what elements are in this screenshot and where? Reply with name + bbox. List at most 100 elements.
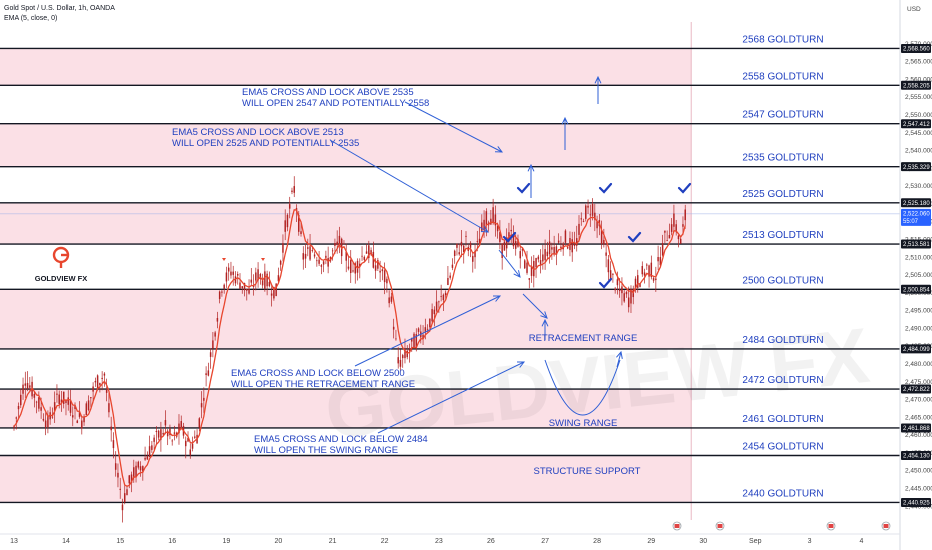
candle-body <box>587 205 589 208</box>
candle-body <box>643 272 646 276</box>
candle-body <box>85 403 88 416</box>
candle-body <box>173 432 176 434</box>
chart-header: Gold Spot / U.S. Dollar, 1h, OANDA EMA (… <box>4 4 115 24</box>
candle-body <box>128 475 131 484</box>
candle-body <box>257 269 259 281</box>
level-label: 2535 GOLDTURN <box>742 153 823 164</box>
candle-body <box>426 328 429 330</box>
annotation-arrow-head <box>494 146 504 153</box>
candle-body <box>42 418 45 421</box>
price-tick: 2,475.000 <box>905 379 932 386</box>
candle-body <box>530 266 533 276</box>
annotation-line2: WILL OPEN THE SWING RANGE <box>254 445 398 456</box>
candle-body <box>352 270 354 272</box>
level-label: 2454 GOLDTURN <box>742 442 823 453</box>
candle-body <box>282 243 284 253</box>
target-arrow <box>498 249 521 278</box>
price-badge-label: 2,484.099 <box>903 347 930 353</box>
candle-body <box>288 204 291 209</box>
annotation-line2: WILL OPEN THE RETRACEMENT RANGE <box>231 379 415 390</box>
candle-body <box>246 288 248 291</box>
candle-body <box>472 255 474 262</box>
candle-body <box>142 466 144 472</box>
candle-body <box>469 242 472 248</box>
candle-body <box>377 259 379 269</box>
candle-body <box>227 267 230 272</box>
candle-body <box>444 292 447 296</box>
candle-body <box>169 428 171 436</box>
price-badge-label: 2,472.822 <box>903 387 930 393</box>
candle-body <box>327 257 329 267</box>
candle-body <box>336 241 338 245</box>
candle-body <box>20 394 22 406</box>
price-badge <box>901 451 931 461</box>
event-flag-icon-fill <box>883 524 889 528</box>
candle-body <box>354 263 357 274</box>
zone-band <box>0 289 692 349</box>
candle-body <box>114 463 117 470</box>
candle-body <box>334 243 336 246</box>
candle-body <box>349 260 352 274</box>
candle-body <box>370 250 372 254</box>
candle-body <box>26 382 29 389</box>
swing-arrow <box>616 351 622 368</box>
candle-body <box>78 411 81 417</box>
symbol-title[interactable]: Gold Spot / U.S. Dollar, 1h, OANDA <box>4 5 115 12</box>
candle-body <box>108 403 110 413</box>
annotation-arrow-head <box>493 295 502 302</box>
candle-body <box>270 293 273 296</box>
candle-body <box>359 263 361 268</box>
price-badge <box>901 239 931 249</box>
candle-body <box>447 278 449 285</box>
candle-body <box>76 420 79 423</box>
zones-layer <box>0 22 692 520</box>
candle-body <box>322 261 325 265</box>
candle-body <box>668 235 671 239</box>
candle-body <box>557 240 560 243</box>
candle-body <box>431 309 433 322</box>
candle-body <box>596 221 598 229</box>
candle-body <box>293 186 295 193</box>
candle-body <box>155 430 158 433</box>
candle-body <box>623 293 625 302</box>
candle-body <box>304 253 307 259</box>
indicator-label[interactable]: EMA (5, close, 0) <box>4 15 58 22</box>
annotation-arrow <box>377 361 525 434</box>
candle-body <box>13 426 15 428</box>
candle-body <box>655 278 657 281</box>
candle-body <box>180 421 182 429</box>
candle-body <box>664 230 666 233</box>
candle-body <box>47 415 49 428</box>
candle-body <box>33 393 36 398</box>
candle-body <box>117 472 119 478</box>
candle-body <box>616 279 619 286</box>
candle-body <box>236 274 239 276</box>
price-badge-label: 2,568.560 <box>903 47 930 53</box>
candle-body <box>539 260 542 265</box>
candle-body <box>112 440 115 449</box>
candle-body <box>72 415 74 418</box>
annotation-arrow-head <box>480 225 489 233</box>
time-tick: 16 <box>168 538 176 545</box>
price-badge-label: 2,535.329 <box>903 165 930 171</box>
annotation-arrow <box>354 295 501 367</box>
annotation-arrow <box>329 139 489 233</box>
candle-body <box>600 230 603 245</box>
candle-body <box>578 223 580 235</box>
candle-body <box>200 403 203 408</box>
candle-body <box>121 504 124 511</box>
candle-body <box>178 423 180 434</box>
candle-body <box>542 254 544 262</box>
price-badge-label: 2,558.205 <box>903 83 930 89</box>
candle-body <box>627 297 630 308</box>
candle-body <box>151 445 153 450</box>
candle-body <box>490 218 492 225</box>
candle-body <box>492 207 494 223</box>
candle-body <box>442 294 445 301</box>
annotation-line1: EMA5 CROSS AND LOCK ABOVE 2513 <box>172 127 344 138</box>
candle-body <box>383 270 386 283</box>
candle-body <box>40 407 42 411</box>
price-badge-label: 2,461.868 <box>903 426 930 432</box>
candle-body <box>449 275 451 278</box>
